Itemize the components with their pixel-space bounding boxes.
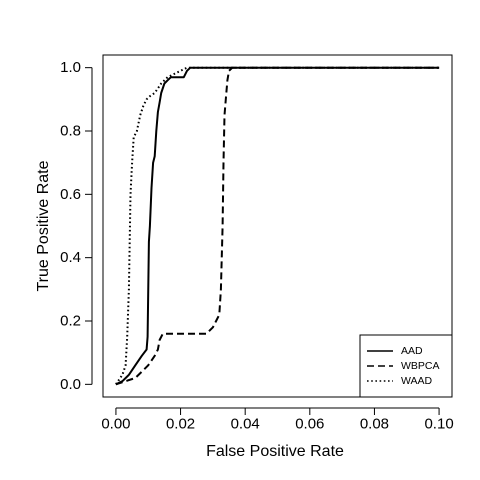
legend: AAD WBPCA WAAD: [359, 334, 453, 398]
y-tick-label: 0.8: [60, 123, 81, 140]
x-tick-label: 0.00: [101, 415, 130, 432]
legend-label-aad: AAD: [401, 345, 423, 357]
y-tick-label: 0.6: [60, 186, 81, 203]
plot-frame: [102, 54, 453, 398]
x-tick-label: 0.02: [166, 415, 195, 432]
x-tick-label: 0.06: [295, 415, 324, 432]
series-layer: [115, 66, 440, 386]
legend-label-wbpca: WBPCA: [401, 360, 440, 372]
y-axis: 0.0 0.2 0.4 0.6 0.8 1.0: [60, 59, 93, 393]
y-tick-label: 0.2: [60, 313, 81, 330]
y-axis-title: True Positive Rate: [35, 160, 52, 291]
y-tick-label: 0.4: [60, 249, 81, 266]
x-tick-label: 0.10: [424, 415, 453, 432]
series-line-wbpca: [115, 66, 440, 386]
y-tick-label: 1.0: [60, 59, 81, 76]
x-tick-label: 0.04: [231, 415, 260, 432]
x-axis-title: False Positive Rate: [206, 443, 344, 460]
x-axis: 0.00 0.02 0.04 0.06 0.08 0.10: [101, 407, 454, 432]
legend-label-waad: WAAD: [401, 375, 433, 387]
y-tick-label: 0.0: [60, 376, 81, 393]
legend-box: [359, 334, 453, 398]
series-line-waad: [115, 66, 440, 385]
x-tick-label: 0.08: [360, 415, 389, 432]
series-line-aad: [115, 66, 440, 386]
